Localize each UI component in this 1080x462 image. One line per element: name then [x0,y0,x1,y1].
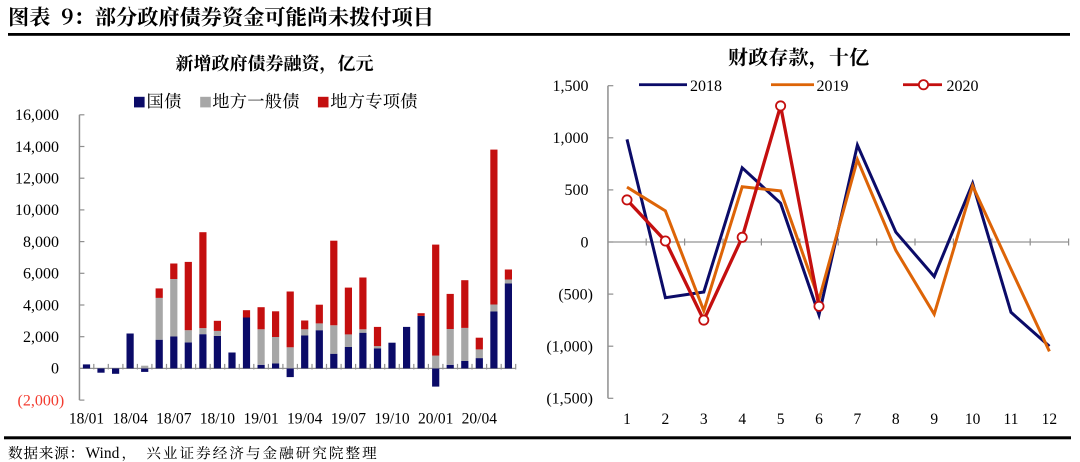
svg-text:4: 4 [738,411,746,428]
svg-text:19/07: 19/07 [331,411,367,428]
svg-text:Wind: Wind [86,445,120,462]
svg-text:8,000: 8,000 [23,234,59,251]
svg-text:16,000: 16,000 [15,107,59,124]
svg-text:8: 8 [892,411,900,428]
svg-text:18/10: 18/10 [200,411,236,428]
svg-text:2020: 2020 [947,78,979,95]
svg-text:14,000: 14,000 [15,139,59,156]
svg-text:0: 0 [51,361,59,378]
svg-text:19/04: 19/04 [287,411,323,428]
svg-text:0: 0 [581,234,589,251]
svg-text:6: 6 [815,411,823,428]
svg-text:2: 2 [662,411,670,428]
svg-text:2018: 2018 [690,78,722,95]
svg-text:18/04: 18/04 [112,411,148,428]
svg-text:(1,000): (1,000) [546,339,593,356]
svg-text:1: 1 [623,411,631,428]
svg-text:5: 5 [777,411,785,428]
svg-text:4,000: 4,000 [23,297,59,314]
svg-text:6,000: 6,000 [23,266,59,283]
svg-text:(2,000): (2,000) [18,392,65,409]
svg-text:2,000: 2,000 [23,329,59,346]
svg-text:1,500: 1,500 [553,78,589,95]
svg-text:500: 500 [565,182,589,199]
svg-text:1,000: 1,000 [553,130,589,147]
svg-text:2019: 2019 [817,78,849,95]
svg-text:11: 11 [1004,411,1019,428]
svg-text:(1,500): (1,500) [546,391,593,408]
svg-text:12,000: 12,000 [15,171,59,188]
svg-text:19/01: 19/01 [243,411,278,428]
svg-text:10,000: 10,000 [15,202,59,219]
svg-text:20/01: 20/01 [418,411,453,428]
svg-text:20/04: 20/04 [462,411,498,428]
svg-text:9: 9 [930,411,938,428]
svg-text:19/10: 19/10 [374,411,410,428]
svg-text:(500): (500) [558,286,593,303]
svg-text:3: 3 [700,411,708,428]
svg-text:7: 7 [854,411,862,428]
svg-text:12: 12 [1042,411,1058,428]
svg-text:18/07: 18/07 [156,411,192,428]
svg-text:18/01: 18/01 [69,411,104,428]
svg-text:10: 10 [965,411,981,428]
